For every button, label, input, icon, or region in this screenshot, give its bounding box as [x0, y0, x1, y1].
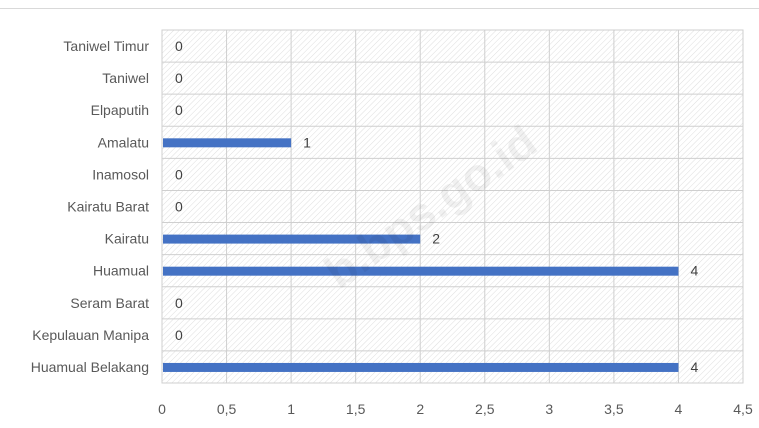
category-label: Elpaputih [91, 102, 149, 118]
category-label: Inamosol [92, 166, 149, 182]
category-label: Kairatu Barat [67, 199, 149, 215]
x-tick-label: 0,5 [217, 401, 237, 417]
bar [163, 362, 679, 372]
value-labels: 0 0 0 1 0 0 2 4 0 0 4 [175, 38, 698, 375]
gridlines [161, 30, 744, 383]
x-tick-label: 2,5 [475, 401, 495, 417]
value-label: 0 [175, 327, 183, 343]
value-label: 0 [175, 102, 183, 118]
x-tick-label: 1 [287, 401, 295, 417]
plot-area [161, 29, 744, 384]
value-label: 2 [432, 231, 440, 247]
x-tick-label: 1,5 [346, 401, 366, 417]
value-label: 0 [175, 199, 183, 215]
category-label: Huamual Belakang [31, 359, 149, 375]
bars [163, 138, 679, 372]
bar [163, 234, 421, 244]
value-label: 4 [690, 263, 698, 279]
value-label: 0 [175, 295, 183, 311]
value-label: 0 [175, 70, 183, 86]
x-tick-label: 4,5 [733, 401, 753, 417]
category-label: Amalatu [98, 134, 149, 150]
value-label: 0 [175, 166, 183, 182]
top-divider [0, 8, 759, 9]
bar [163, 138, 292, 148]
value-label: 0 [175, 38, 183, 54]
category-labels: Taniwel Timur Taniwel Elpaputih Amalatu Inam… [31, 38, 150, 375]
x-tick-labels: 0 0,5 1 1,5 2 2,5 3 3,5 4 4,5 [158, 401, 753, 417]
category-label: Taniwel Timur [63, 38, 149, 54]
category-label: Taniwel [102, 70, 149, 86]
category-label: Seram Barat [70, 295, 149, 311]
x-tick-label: 2 [416, 401, 424, 417]
value-label: 1 [303, 134, 311, 150]
x-tick-label: 3 [545, 401, 553, 417]
x-tick-label: 4 [675, 401, 683, 417]
category-label: Kepulauan Manipa [32, 327, 149, 343]
category-label: Huamual [93, 263, 149, 279]
category-label: Kairatu [105, 231, 149, 247]
x-tick-label: 3,5 [604, 401, 624, 417]
x-tick-label: 0 [158, 401, 166, 417]
bar [163, 266, 679, 276]
value-label: 4 [690, 359, 698, 375]
